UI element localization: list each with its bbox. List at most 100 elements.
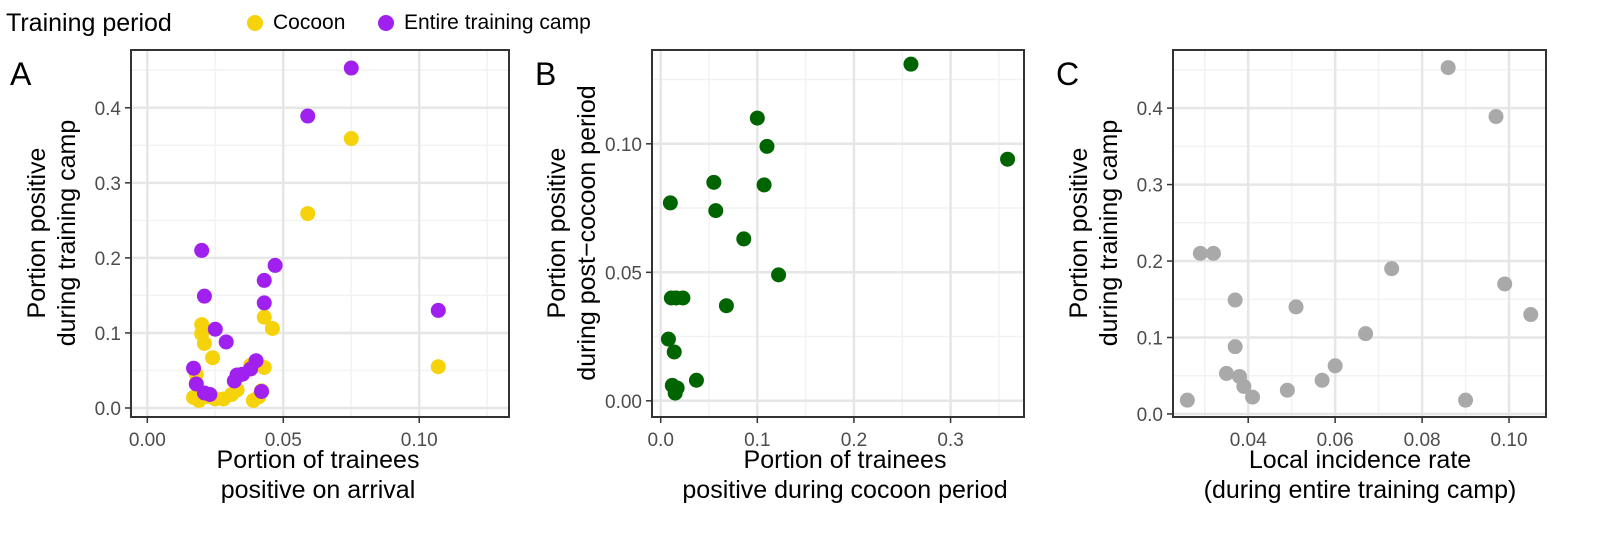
data-point	[300, 206, 316, 222]
data-point	[1227, 339, 1243, 355]
x-axis-label: Portion of trainees	[744, 446, 947, 474]
data-point	[218, 334, 234, 350]
x-tick-label: 0.0	[647, 430, 673, 451]
panel-c: 0.04 0.06 0.08 0.10 0.0 0.1 0.2 0.3 0.4 C Local in…	[1056, 49, 1547, 504]
data-point	[1205, 245, 1221, 261]
legend: Training period Cocoon Entire training c…	[0, 0, 1600, 50]
x-tick-label: 0.08	[1404, 430, 1441, 451]
data-point	[667, 385, 683, 401]
y-tick-label: 0.10	[605, 135, 642, 156]
x-tick-label: 0.00	[129, 430, 166, 451]
y-axis-label: Portion positive	[543, 148, 571, 319]
x-axis-label: (during entire training camp)	[1204, 476, 1517, 504]
y-tick-label: 0.00	[605, 392, 642, 413]
panel-a: 0.00 0.05 0.10 0.0 0.1 0.2 0.3 0.4 A Portion of t…	[10, 49, 510, 504]
data-point	[1227, 292, 1243, 308]
data-point	[1327, 358, 1343, 374]
y-tick-label: 0.0	[95, 399, 121, 420]
y-tick-label: 0.0	[1137, 405, 1163, 426]
data-point	[660, 331, 676, 347]
legend-label-cocoon: Cocoon	[273, 11, 346, 34]
x-axis-label: positive during cocoon period	[682, 476, 1007, 504]
panel-label: C	[1056, 56, 1079, 92]
data-point	[1245, 389, 1261, 405]
series-points	[660, 56, 1016, 401]
x-tick-label: 0.10	[1491, 430, 1528, 451]
x-axis-label: Portion of trainees	[217, 446, 420, 474]
y-tick-label: 0.05	[605, 263, 642, 284]
panel-b: 0.0 0.1 0.2 0.3 0.00 0.05 0.10 B Portion of trai…	[535, 49, 1025, 504]
y-tick-label: 0.3	[1137, 176, 1163, 197]
data-point	[1523, 307, 1539, 323]
data-point	[688, 372, 704, 388]
y-tick-label: 0.4	[95, 99, 122, 120]
data-point	[1497, 276, 1513, 292]
y-tick-label: 0.1	[1137, 328, 1163, 349]
data-point	[1236, 378, 1252, 394]
data-point	[194, 242, 210, 258]
x-tick-label: 0.10	[401, 430, 438, 451]
data-point	[256, 272, 272, 288]
data-point	[430, 359, 446, 375]
series-cocoon	[186, 131, 446, 408]
data-point	[718, 298, 734, 314]
y-tick-label: 0.3	[95, 174, 121, 195]
panel-label: A	[10, 56, 32, 92]
data-point	[430, 302, 446, 318]
data-point	[196, 288, 212, 304]
x-tick-label: 0.2	[841, 430, 867, 451]
y-axis-label: during post−cocoon period	[573, 85, 601, 380]
legend-key-entire-training-camp	[378, 15, 394, 31]
data-point	[675, 290, 691, 306]
x-tick-label: 0.04	[1230, 430, 1267, 451]
x-axis-label: positive on arrival	[221, 476, 416, 504]
data-point	[256, 295, 272, 311]
x-tick-label: 0.05	[265, 430, 302, 451]
data-point	[207, 321, 223, 337]
data-point	[1000, 151, 1016, 167]
data-point	[264, 320, 280, 336]
y-axis-label: during training camp	[1095, 120, 1123, 347]
data-point	[706, 174, 722, 190]
data-point	[256, 309, 272, 325]
plot-border	[130, 49, 510, 418]
y-axis-label: Portion positive	[1065, 148, 1093, 319]
legend-title: Training period	[6, 9, 172, 37]
data-point	[226, 373, 242, 389]
series-entire-training-camp	[186, 60, 446, 402]
y-tick-label: 0.2	[95, 249, 121, 270]
data-point	[1179, 392, 1195, 408]
y-axis-label: Portion positive	[23, 148, 51, 319]
data-point	[736, 231, 752, 247]
x-axis-label: Local incidence rate	[1249, 446, 1471, 474]
data-point	[666, 344, 682, 360]
data-point	[202, 386, 218, 402]
data-point	[1218, 365, 1234, 381]
data-point	[300, 108, 316, 124]
data-point	[186, 360, 202, 376]
data-point	[1458, 392, 1474, 408]
y-tick-label: 0.1	[95, 324, 121, 345]
data-point	[205, 350, 221, 366]
y-axis-label: during training camp	[53, 120, 81, 347]
legend-label-entire-training-camp: Entire training camp	[404, 11, 591, 34]
panel-label: B	[535, 56, 556, 92]
x-tick-label: 0.1	[744, 430, 770, 451]
data-point	[662, 195, 678, 211]
data-point	[903, 56, 919, 72]
data-point	[771, 267, 787, 283]
data-point	[708, 203, 724, 219]
data-point	[196, 335, 212, 351]
plot-border	[651, 49, 1025, 418]
y-tick-label: 0.2	[1137, 252, 1163, 273]
data-point	[1192, 245, 1208, 261]
y-tick-label: 0.4	[1137, 99, 1164, 120]
data-point	[756, 177, 772, 193]
series-points	[1179, 60, 1539, 408]
data-point	[1440, 60, 1456, 76]
data-point	[343, 60, 359, 76]
x-tick-label: 0.3	[937, 430, 963, 451]
data-point	[749, 110, 765, 126]
data-point	[1279, 382, 1295, 398]
